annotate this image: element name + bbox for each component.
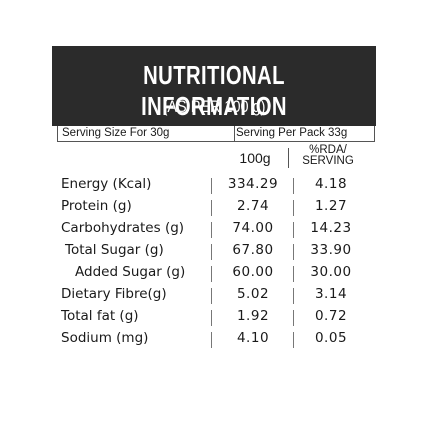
column-separator — [211, 310, 212, 326]
nutrient-name: Added Sugar (g) — [75, 264, 186, 280]
nutrient-row-carbohydrates: Carbohydrates (g) 74.00 14.23 — [47, 218, 380, 240]
nutrient-name: Dietary Fibre(g) — [61, 286, 167, 302]
nutrient-value-rda: 3.14 — [314, 286, 348, 302]
nutrient-row-protein: Protein (g) 2.74 1.27 — [47, 196, 380, 218]
nutrient-name: Sodium (mg) — [61, 330, 149, 346]
serving-divider — [234, 126, 235, 141]
column-separator — [293, 244, 294, 260]
nutrient-row-sodium: Sodium (mg) 4.10 0.05 — [47, 328, 380, 350]
column-separator — [293, 266, 294, 282]
column-header-100g: 100g — [239, 150, 271, 166]
column-separator — [211, 332, 212, 348]
column-separator — [211, 288, 212, 304]
nutrient-value-rda: 30.00 — [310, 264, 352, 280]
column-separator — [293, 310, 294, 326]
label-header: NUTRITIONAL INFORMATION (AS PER 100 g) — [52, 46, 376, 126]
column-separator — [211, 222, 212, 238]
column-separator — [293, 288, 294, 304]
nutrient-value-100g: 60.00 — [232, 264, 274, 280]
nutrient-value-100g: 4.10 — [236, 330, 270, 346]
nutrient-value-100g: 1.92 — [236, 308, 270, 324]
column-header-rda: %RDA/ SERVING — [296, 144, 360, 167]
column-separator — [211, 200, 212, 216]
column-separator — [211, 244, 212, 260]
column-separator — [211, 266, 212, 282]
nutrient-value-100g: 2.74 — [236, 198, 270, 214]
nutrient-row-energy: Energy (Kcal) 334.29 4.18 — [47, 174, 380, 196]
serving-info-bar: Serving Size For 30g Serving Per Pack 33… — [57, 126, 375, 142]
nutrient-name: Energy (Kcal) — [61, 176, 152, 192]
column-separator — [293, 178, 294, 194]
nutrient-value-rda: 33.90 — [310, 242, 352, 258]
nutrient-value-100g: 74.00 — [232, 220, 274, 236]
nutrient-row-total-sugar: Total Sugar (g) 67.80 33.90 — [47, 240, 380, 262]
label-subtitle: (AS PER 100 g) — [162, 97, 266, 116]
nutrient-name: Carbohydrates (g) — [61, 220, 185, 236]
column-header-rda-line2: SERVING — [302, 155, 354, 167]
nutrient-name: Total fat (g) — [61, 308, 139, 324]
nutrient-value-rda: 14.23 — [310, 220, 352, 236]
label-title: NUTRITIONAL INFORMATION — [141, 60, 287, 121]
nutrient-value-rda: 0.05 — [314, 330, 348, 346]
nutrient-row-dietary-fibre: Dietary Fibre(g) 5.02 3.14 — [47, 284, 380, 306]
nutrient-value-rda: 0.72 — [314, 308, 348, 324]
nutrient-name: Total Sugar (g) — [65, 242, 164, 258]
nutrient-name: Protein (g) — [61, 198, 132, 214]
nutrient-row-added-sugar: Added Sugar (g) 60.00 30.00 — [47, 262, 380, 284]
nutrient-value-rda: 4.18 — [314, 176, 348, 192]
column-separator — [293, 332, 294, 348]
nutrition-label: NUTRITIONAL INFORMATION (AS PER 100 g) S… — [47, 46, 380, 386]
nutrient-value-rda: 1.27 — [314, 198, 348, 214]
serving-size: Serving Size For 30g — [62, 127, 170, 139]
servings-per-pack: Serving Per Pack 33g — [236, 127, 348, 139]
nutrient-row-total-fat: Total fat (g) 1.92 0.72 — [47, 306, 380, 328]
column-header-rda-line1: %RDA/ — [309, 144, 347, 156]
nutrient-value-100g: 334.29 — [227, 176, 279, 192]
column-separator — [293, 200, 294, 216]
column-separator — [211, 178, 212, 194]
column-separator — [293, 222, 294, 238]
nutrient-value-100g: 67.80 — [232, 242, 274, 258]
nutrient-value-100g: 5.02 — [236, 286, 270, 302]
column-header-divider — [288, 148, 289, 168]
